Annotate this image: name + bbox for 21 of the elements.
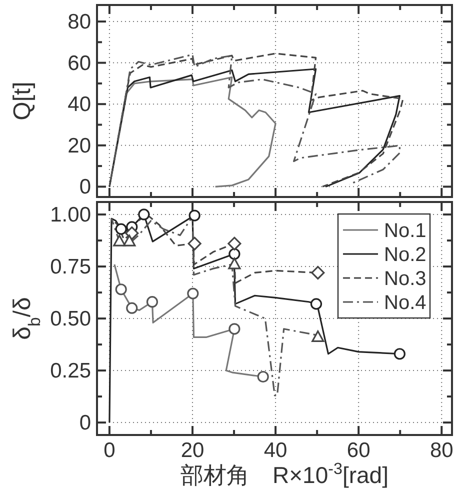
y-tick-label: 0.75 [50,255,91,278]
y-tick-label: 60 [68,52,91,75]
y-tick-label: 20 [68,134,91,158]
x-tick-label: 20 [180,439,204,462]
x-tick-label: 0 [104,439,116,462]
y-tick-label: 0 [79,176,91,199]
legend-label: No.1 [384,220,426,242]
y-tick-label: 0.25 [50,360,91,383]
y-tick-label: 1.00 [50,203,91,226]
x-axis-title: 部材角 R×10$^{-3}$[rad] [180,460,388,488]
x-tick-label: 80 [430,439,454,462]
legend-label: No.3 [384,268,426,290]
y-tick-label: 0.50 [50,308,91,330]
y-axis-title: Q[t] [9,82,36,120]
legend-label: No.2 [384,244,426,266]
legend-label: No.4 [384,292,426,314]
y-tick-label: 0 [79,412,91,435]
y-tick-label: 40 [68,93,91,116]
x-tick-label: 60 [346,439,370,462]
x-tick-label: 40 [264,439,288,462]
y-tick-label: 80 [68,10,91,34]
